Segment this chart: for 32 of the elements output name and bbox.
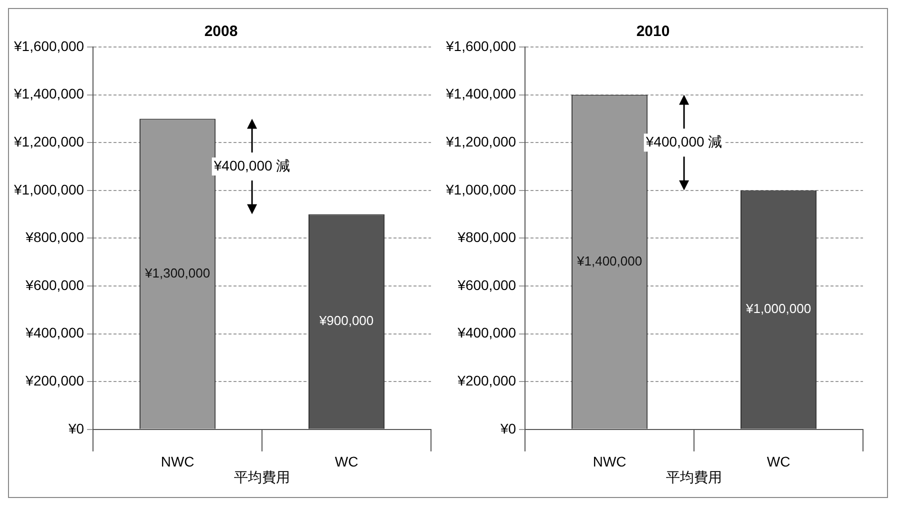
y-tick-label: ¥400,000 [24, 324, 84, 341]
annotation: ¥400,000 減 [212, 157, 290, 174]
data-label: ¥1,300,000 [144, 265, 210, 280]
y-tick-label: ¥0 [67, 420, 84, 436]
y-tick-label: ¥1,400,000 [12, 86, 84, 102]
chart-title: 2010 [636, 23, 670, 40]
y-tick-label: ¥1,400,000 [444, 86, 516, 102]
y-tick-label: ¥1,000,000 [12, 181, 84, 198]
y-tick-label: ¥800,000 [24, 229, 84, 246]
data-label: ¥1,000,000 [744, 301, 812, 316]
y-tick-label: ¥1,000,000 [444, 181, 516, 198]
y-tick-label: ¥1,600,000 [12, 38, 84, 54]
y-tick-label: ¥200,000 [456, 372, 516, 388]
y-tick-label: ¥200,000 [24, 372, 84, 388]
y-tick-label: ¥0 [499, 420, 516, 436]
y-tick-label: ¥1,600,000 [444, 38, 516, 54]
annotation: ¥400,000 減 [644, 133, 722, 150]
x-axis-title: 平均費用 [234, 470, 290, 486]
x-tick-label: WC [334, 454, 358, 470]
x-tick-label: WC [766, 454, 790, 470]
x-tick-label: NWC [160, 454, 194, 470]
data-label: ¥1,400,000 [576, 253, 642, 268]
y-tick-label: ¥600,000 [456, 276, 516, 293]
x-axis-title: 平均費用 [666, 470, 722, 486]
y-tick-label: ¥1,200,000 [444, 133, 516, 150]
y-tick-label: ¥1,200,000 [12, 133, 84, 150]
y-tick-label: ¥800,000 [456, 229, 516, 246]
y-tick-label: ¥600,000 [24, 276, 84, 293]
x-tick-label: NWC [592, 454, 626, 470]
chart-title: 2008 [204, 23, 238, 40]
data-label: ¥900,000 [318, 313, 374, 328]
y-tick-label: ¥400,000 [456, 324, 516, 341]
